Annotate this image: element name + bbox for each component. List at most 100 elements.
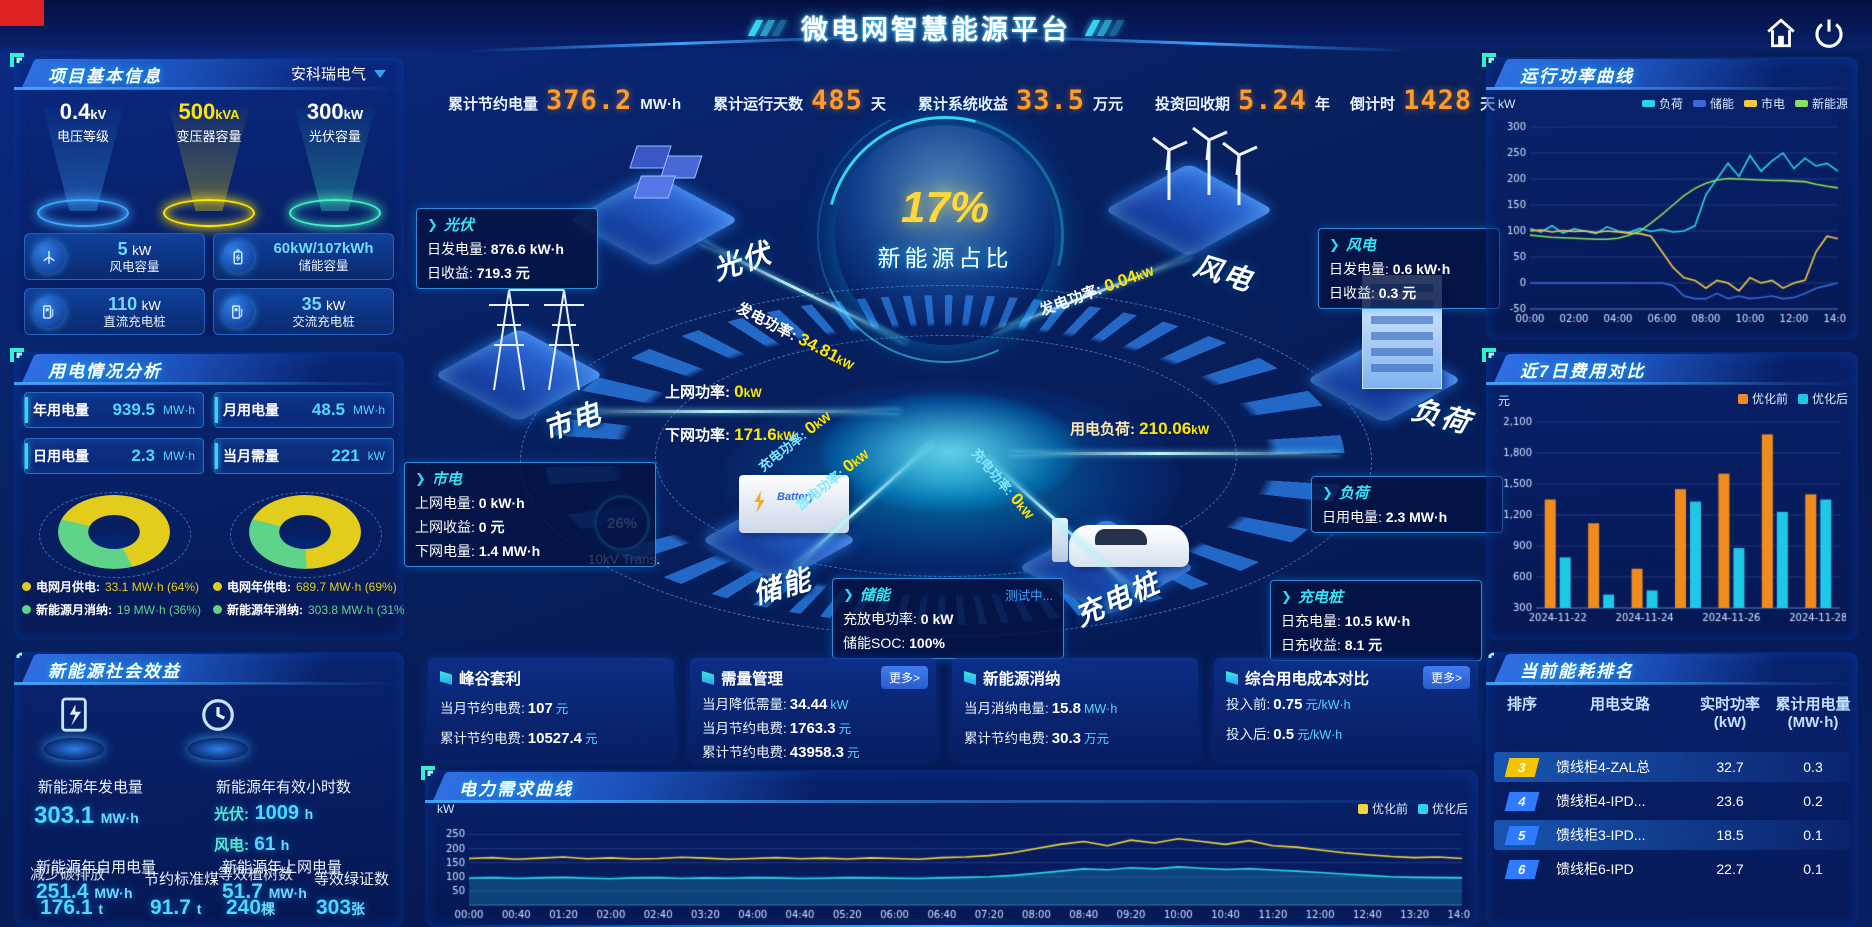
benefit-icon	[1226, 671, 1238, 685]
legend-item[interactable]: 储能	[1692, 95, 1734, 112]
demand-y-unit: kW	[437, 802, 455, 816]
chevron-down-icon	[374, 69, 386, 78]
flow-charger: 充电功率: 0kW	[968, 445, 1036, 523]
node-label-grid: 市电	[539, 396, 606, 446]
benefit-renewable-consume: 新能源消纳 当月消纳电量: 15.8 MW·h 累计节约电费: 30.3 万元	[952, 658, 1198, 760]
hours-pedestal	[186, 696, 250, 760]
panel-header: 用电情况分析	[10, 348, 404, 386]
legend-item[interactable]: 市电	[1743, 95, 1785, 112]
kpi-label: 累计运行天数	[713, 95, 804, 113]
card-wind-capacity: 5 kW 风电容量	[24, 233, 205, 280]
pv-hours: 光伏: 1009 h	[214, 802, 314, 824]
carbon-label: 减少碳排放	[30, 866, 106, 883]
cost-compare-chart	[1494, 414, 1846, 626]
more-button[interactable]: 更多>	[1422, 666, 1470, 689]
flow-pv-power: 发电功率: 34.81kW	[733, 299, 857, 373]
kpi-value: 485	[811, 84, 863, 116]
platform-glow	[720, 380, 1180, 580]
kpi-value: 33.5	[1015, 84, 1085, 116]
pv-flow-line	[699, 240, 908, 344]
panel-usage-analysis: 用电情况分析 年用电量 939.5 MW·h 月用电量 48.5 MW·h 日用电量 2.…	[10, 348, 404, 640]
testing-badge: 测试中...	[1005, 589, 1053, 603]
table-row[interactable]: 5 馈线柜3-IPD... 18.5 0.1	[1494, 820, 1850, 850]
panel-title: 项目基本信息	[48, 67, 162, 86]
kpi-value: 1428	[1403, 84, 1473, 116]
cone-transformer-capacity: 500kVA 变压器容量	[146, 99, 272, 229]
home-icon[interactable]	[1764, 16, 1798, 50]
panel-header: 运行功率曲线	[1482, 53, 1858, 91]
flow-storage-charge: 充电功率: 0kW	[755, 409, 834, 475]
self-use-value: 251.4 MW·h	[36, 880, 133, 903]
self-use-label: 新能源年自用电量	[36, 859, 157, 876]
ev-car-icon	[1069, 525, 1189, 567]
charger-icon	[222, 295, 254, 328]
donut-year-pie	[248, 495, 361, 569]
dashed-ellipse-inner	[655, 335, 1237, 577]
benefit-peak-valley: 峰谷套利 当月节约电费: 107 元 累计节约电费: 10527.4 元	[428, 658, 674, 760]
panel-title: 电力需求曲线	[459, 780, 573, 799]
panel-title: 近7日费用对比	[1520, 362, 1646, 381]
corner-arrow-icon	[421, 766, 435, 780]
cone-pv-capacity: 300kW 光伏容量	[272, 99, 398, 229]
grid-flow-line	[570, 410, 900, 413]
kpi-energy-saved: 累计节约电量 376.2 MW·h	[438, 85, 691, 116]
corner-arrow-icon	[10, 348, 24, 362]
title-slash-icon-left	[747, 19, 788, 36]
capacity-cards: 5 kW 风电容量 60kW/107kWh 储能容量 110 kW 直流充电桩 35 …	[24, 233, 394, 335]
legend-item[interactable]: 新能源	[1794, 95, 1848, 112]
storage-flow-line	[793, 441, 934, 568]
hours-label: 新能源年有效小时数	[216, 779, 352, 796]
donut-year	[209, 470, 400, 578]
table-row[interactable]: 3 馈线柜4-ZAL总 32.7 0.3	[1494, 752, 1850, 782]
platform-tick-ring	[545, 295, 1345, 625]
panel-power-curve: 运行功率曲线 kW 负荷 储能 市电 新能源	[1482, 53, 1858, 340]
usage-stats: 年用电量 939.5 MW·h 月用电量 48.5 MW·h 日用电量 2.3 MW·h 当…	[24, 392, 394, 474]
rank-badge: 6	[1504, 859, 1540, 879]
legend-grid-year: 电网年供电: 689.7 MW·h (69%)	[213, 578, 404, 595]
legend-item[interactable]: 优化后	[1417, 800, 1468, 817]
kpi-run-days: 累计运行天数 485 天	[703, 85, 896, 116]
kpi-unit: 天	[870, 95, 886, 113]
title-slash-icon-right	[1084, 19, 1125, 36]
legend-item[interactable]: 优化前	[1357, 800, 1408, 817]
node-label-wind: 风电	[1190, 249, 1257, 298]
grid-info-box: ❯ 市电 上网电量: 0 kW·h 上网收益: 0 元 下网电量: 1.4 MW·…	[404, 462, 656, 567]
more-button[interactable]: 更多>	[880, 666, 928, 689]
grid-platform	[434, 328, 604, 422]
card-storage-capacity: 60kW/107kWh 储能容量	[213, 233, 394, 280]
trees-label: 等效植树数	[218, 866, 294, 883]
donut-month-pie	[57, 495, 170, 569]
trees-value: 240棵	[226, 896, 276, 919]
ranking-header: 排序 用电支路 实时功率 (kW) 累计用电量 (MW·h)	[1506, 696, 1851, 731]
panel-energy-ranking: 当前能耗排名 排序 用电支路 实时功率 (kW) 累计用电量 (MW·h) 3 馈线…	[1486, 652, 1858, 927]
load-flow-line	[1010, 452, 1340, 455]
benefit-icon	[440, 671, 452, 685]
panel-demand-curve: 电力需求曲线 kW 优化前 优化后	[421, 766, 1478, 927]
panel-header: 近7日费用对比	[1482, 348, 1858, 386]
legend-item[interactable]: 优化后	[1797, 390, 1848, 407]
battery-container-icon: Battery	[739, 475, 849, 533]
node-label-charger: 充电桩	[1070, 566, 1166, 632]
charger-icon	[33, 295, 65, 328]
chip-month-usage: 月用电量 48.5 MW·h	[214, 392, 394, 428]
panel-header: 新能源社会效益	[14, 652, 404, 686]
power-legend: 负荷 储能 市电 新能源	[1632, 95, 1848, 112]
generation-pedestal	[42, 696, 106, 760]
table-row[interactable]: 4 馈线柜4-IPD... 23.6 0.2	[1494, 786, 1850, 816]
wind-hours: 风电: 61 h	[214, 834, 290, 855]
corner-arrow-icon	[1486, 652, 1496, 662]
panel-title: 当前能耗排名	[1520, 662, 1634, 681]
legend-item[interactable]: 负荷	[1641, 95, 1683, 112]
table-row[interactable]: 6 馈线柜6-IPD 22.7 0.1	[1494, 854, 1850, 884]
kpi-label: 累计节约电量	[448, 95, 539, 113]
kpi-label: 投资回收期	[1154, 95, 1230, 113]
kpi-label: 倒计时	[1350, 95, 1396, 113]
demand-curve-chart	[433, 818, 1470, 923]
power-icon[interactable]	[1812, 16, 1846, 50]
legend-item[interactable]: 优化前	[1737, 390, 1788, 407]
company-select[interactable]: 安科瑞电气	[291, 63, 386, 84]
gen-value: 303.1 MW·h	[34, 802, 139, 829]
panel-social-benefit: 新能源社会效益 新能源年发电量 303.1 MW·h 新能源年有效小时数 光伏:…	[14, 652, 404, 927]
solar-panels-icon	[629, 145, 703, 199]
